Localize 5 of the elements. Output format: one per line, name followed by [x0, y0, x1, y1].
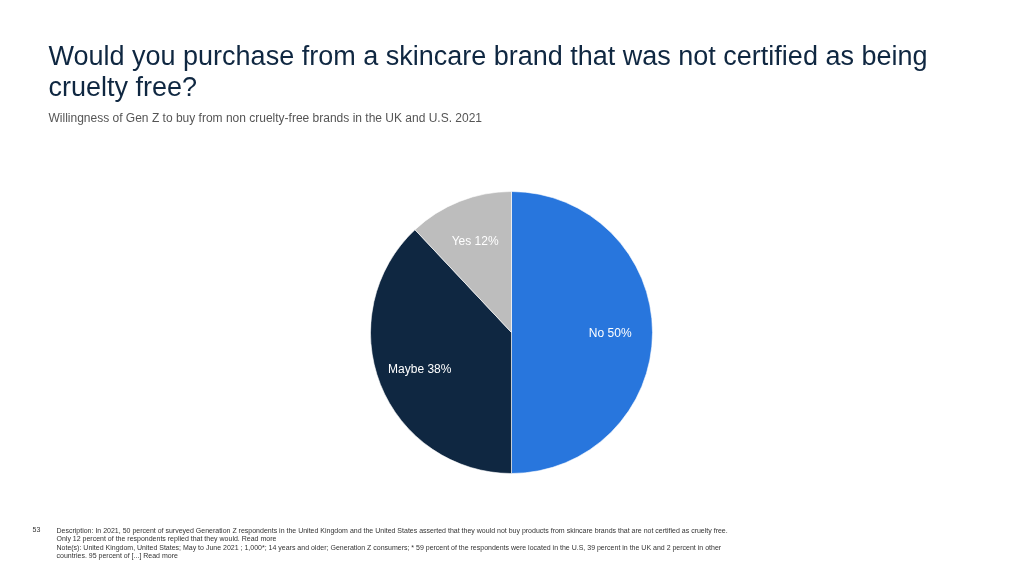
slice-label: Yes 12% [451, 233, 499, 248]
slice-label: Maybe 38% [388, 361, 452, 376]
chart-title: Would you purchase from a skincare brand that was not certified as being cruelty free? [48, 40, 928, 102]
slice-label: No 50% [588, 325, 632, 340]
text: Willingness of Gen Z to buy from non cruelty-free brands in the UK and U.S. 2021 [48, 110, 483, 125]
